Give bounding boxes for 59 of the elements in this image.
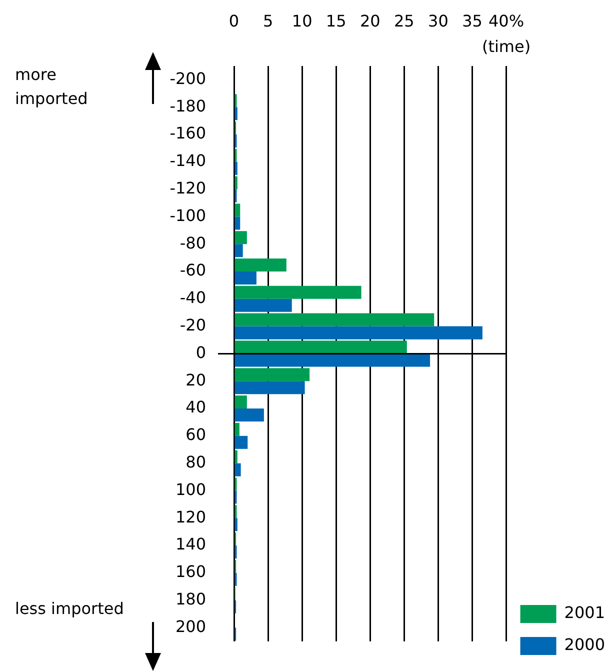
y-tick-label: 60 (186, 425, 206, 444)
bar (234, 286, 362, 299)
y-tick-label: -80 (180, 233, 206, 252)
y-tick-label: 140 (175, 534, 206, 554)
bar (234, 258, 286, 272)
y-tick-label: -60 (180, 260, 206, 280)
y-tick-label: -160 (170, 124, 206, 143)
bar (234, 368, 310, 382)
legend-label: 2000 (564, 635, 605, 654)
bar (234, 354, 430, 367)
bar (234, 340, 407, 354)
y-tick-label: -180 (170, 96, 206, 116)
bar (234, 408, 264, 422)
bar (234, 518, 238, 532)
bar (234, 298, 292, 312)
text: less imported (15, 599, 124, 618)
x-tick-label: 35 (462, 12, 482, 31)
x-tick-label: 30 (428, 12, 448, 31)
x-tick-label: 25 (394, 12, 414, 31)
x-tick-label: 40% (488, 12, 524, 31)
bar (234, 422, 240, 436)
bar (234, 436, 248, 449)
legend-label: 2001 (564, 603, 605, 622)
bar (234, 244, 243, 258)
y-tick-label: 80 (186, 452, 206, 472)
text: more imported (15, 65, 88, 108)
y-tick-label: 20 (186, 370, 206, 390)
bar (234, 450, 238, 464)
y-tick-label: 200 (175, 616, 206, 636)
y-tick-label: 0 (196, 342, 206, 362)
x-tick-label: 5 (262, 12, 274, 31)
y-tick-label: 180 (175, 589, 206, 608)
bar (234, 381, 305, 394)
y-tick-label: -140 (170, 151, 206, 170)
bar (234, 463, 241, 476)
x-tick-label: 20 (360, 12, 380, 31)
y-tick-label: 100 (175, 480, 206, 499)
bar (234, 162, 238, 175)
bar (234, 395, 247, 408)
bar (234, 231, 247, 244)
y-tick-label: 40 (186, 398, 206, 417)
bar (234, 216, 240, 230)
bar (234, 326, 482, 340)
y-tick-label: -20 (180, 315, 206, 334)
bar (234, 272, 256, 285)
x-tick-label: 15 (326, 12, 346, 31)
y-tick-label: -40 (180, 288, 206, 308)
bar (234, 313, 434, 326)
x-axis-title: (time) (482, 37, 531, 56)
y-tick-label: -100 (170, 206, 206, 225)
y-tick-label: -200 (170, 68, 206, 88)
bar (234, 107, 238, 120)
x-tick-label: 10 (292, 12, 312, 31)
y-tick-label: -120 (170, 178, 206, 198)
y-tick-label: 160 (175, 562, 206, 582)
y-tick-label: 120 (175, 507, 206, 526)
x-tick-label: 0 (228, 12, 240, 31)
bar (234, 204, 240, 217)
bar (234, 176, 238, 190)
